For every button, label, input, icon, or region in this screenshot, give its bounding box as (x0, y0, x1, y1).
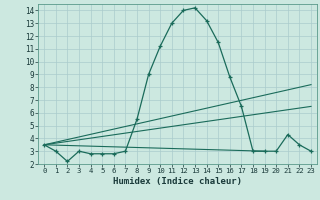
X-axis label: Humidex (Indice chaleur): Humidex (Indice chaleur) (113, 177, 242, 186)
